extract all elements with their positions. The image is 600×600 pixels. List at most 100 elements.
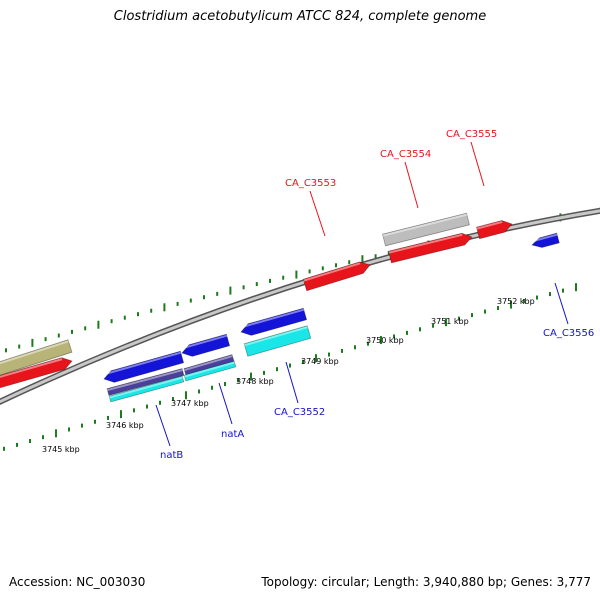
upper-tick-mark xyxy=(229,286,232,295)
feature-box-highlight xyxy=(244,326,308,347)
lower-tick-mark xyxy=(471,313,473,318)
gene-arrow-body xyxy=(0,357,73,389)
gene-arrow-body xyxy=(240,307,308,336)
lower-tick-mark xyxy=(406,330,408,335)
feature-box-body xyxy=(108,375,185,403)
gene-leader-line xyxy=(285,361,299,404)
feature-box-highlight xyxy=(109,376,183,399)
lower-tick-mark xyxy=(393,334,395,339)
kbp-tick-label: 3747 kbp xyxy=(171,399,209,408)
gene-arrow xyxy=(388,232,473,264)
lower-tick-mark xyxy=(224,382,226,387)
feature-box-body xyxy=(382,212,470,247)
lower-tick-mark xyxy=(419,327,421,332)
gene-label: CA_C3555 xyxy=(446,129,497,140)
upper-tick-mark xyxy=(242,285,245,290)
upper-tick-mark xyxy=(123,315,126,320)
lower-tick-mark xyxy=(328,352,330,357)
feature-box xyxy=(106,368,185,396)
lower-tick-mark xyxy=(146,404,148,409)
lower-tick-mark xyxy=(484,309,486,314)
upper-tick-mark xyxy=(269,278,271,283)
gene-arrow-body xyxy=(103,350,185,383)
lower-tick-mark xyxy=(354,345,356,350)
gene-arrow xyxy=(530,232,560,248)
upper-tick-mark xyxy=(255,282,258,287)
lower-tick-mark xyxy=(81,423,83,428)
gene-label: CA_C3554 xyxy=(380,149,431,160)
kbp-tick-label: 3748 kbp xyxy=(236,377,274,386)
feature-box-body xyxy=(183,360,237,382)
kbp-tick-label: 3750 kbp xyxy=(366,336,404,345)
gene-label: CA_C3556 xyxy=(543,328,594,339)
lower-tick-mark xyxy=(94,419,96,424)
feature-box-body xyxy=(106,368,185,396)
feature-layer xyxy=(0,212,560,403)
gene-label: CA_C3552 xyxy=(274,407,325,418)
upper-tick-mark xyxy=(321,266,324,271)
lower-tick-mark xyxy=(458,316,460,321)
gene-arrow-highlight xyxy=(239,308,305,329)
upper-tick-mark xyxy=(282,275,285,280)
feature-box-body xyxy=(243,325,312,357)
upper-tick-mark xyxy=(216,291,219,296)
gene-leader-line xyxy=(554,282,569,325)
feature-box xyxy=(243,325,312,357)
map-title: Clostridium acetobutylicum ATCC 824, com… xyxy=(113,9,487,24)
upper-tick-mark xyxy=(163,303,166,312)
feature-box-highlight xyxy=(184,355,233,372)
lower-tick-mark xyxy=(68,427,70,432)
upper-tick-mark xyxy=(110,319,113,324)
upper-tick-mark xyxy=(203,295,205,300)
feature-box-highlight xyxy=(107,369,183,392)
lower-tick-mark xyxy=(497,306,499,311)
lower-tick-mark xyxy=(133,408,135,413)
lower-tick-mark xyxy=(341,348,343,353)
backbone-line xyxy=(0,209,600,404)
gene-arrow-body xyxy=(302,261,371,292)
lower-tick-mark xyxy=(302,359,304,364)
lower-tick-mark xyxy=(562,288,564,293)
upper-tick-mark xyxy=(335,263,337,268)
lower-tick-mark xyxy=(250,372,252,381)
upper-tick-mark xyxy=(18,344,21,349)
feature-box-body xyxy=(0,339,73,376)
gene-label: natA xyxy=(221,429,244,440)
lower-tick-mark xyxy=(29,439,31,444)
gene-label: CA_C3553 xyxy=(285,178,336,189)
feature-box xyxy=(183,360,237,382)
lower-tick-mark xyxy=(445,318,447,327)
kbp-tick-label: 3751 kbp xyxy=(431,317,469,326)
lower-tick-mark xyxy=(380,336,382,345)
gene-arrow-highlight xyxy=(0,358,63,378)
lower-tick-mark xyxy=(198,389,200,394)
lower-tick-mark xyxy=(575,283,577,292)
upper-tick-mark xyxy=(137,312,139,317)
lower-tick-mark xyxy=(367,341,369,346)
lower-tick-mark xyxy=(315,354,317,363)
gene-leader-line xyxy=(404,161,419,209)
gene-label: natB xyxy=(160,450,183,461)
upper-tick-mark xyxy=(308,269,311,274)
lower-tick-mark xyxy=(159,400,161,405)
upper-tick-mark xyxy=(44,337,47,342)
kbp-tick-label: 3745 kbp xyxy=(42,445,80,454)
upper-tick-mark xyxy=(295,270,298,279)
upper-tick-mark xyxy=(348,260,351,265)
lower-tick-mark xyxy=(289,363,291,368)
feature-box-highlight xyxy=(0,340,69,365)
feature-box xyxy=(0,339,73,376)
gene-arrow-highlight xyxy=(476,220,503,230)
upper-tick-mark xyxy=(97,320,100,329)
feature-box-highlight xyxy=(184,361,235,378)
feature-box xyxy=(382,212,470,247)
gene-leader-line xyxy=(155,404,171,447)
gene-arrow-body xyxy=(475,220,513,240)
genome-stats-text: Topology: circular; Length: 3,940,880 bp… xyxy=(261,575,591,589)
lower-tick-mark xyxy=(263,370,265,375)
gene-arrow xyxy=(180,333,231,357)
gene-leader-line xyxy=(470,141,485,187)
upper-tick-mark xyxy=(31,338,34,347)
